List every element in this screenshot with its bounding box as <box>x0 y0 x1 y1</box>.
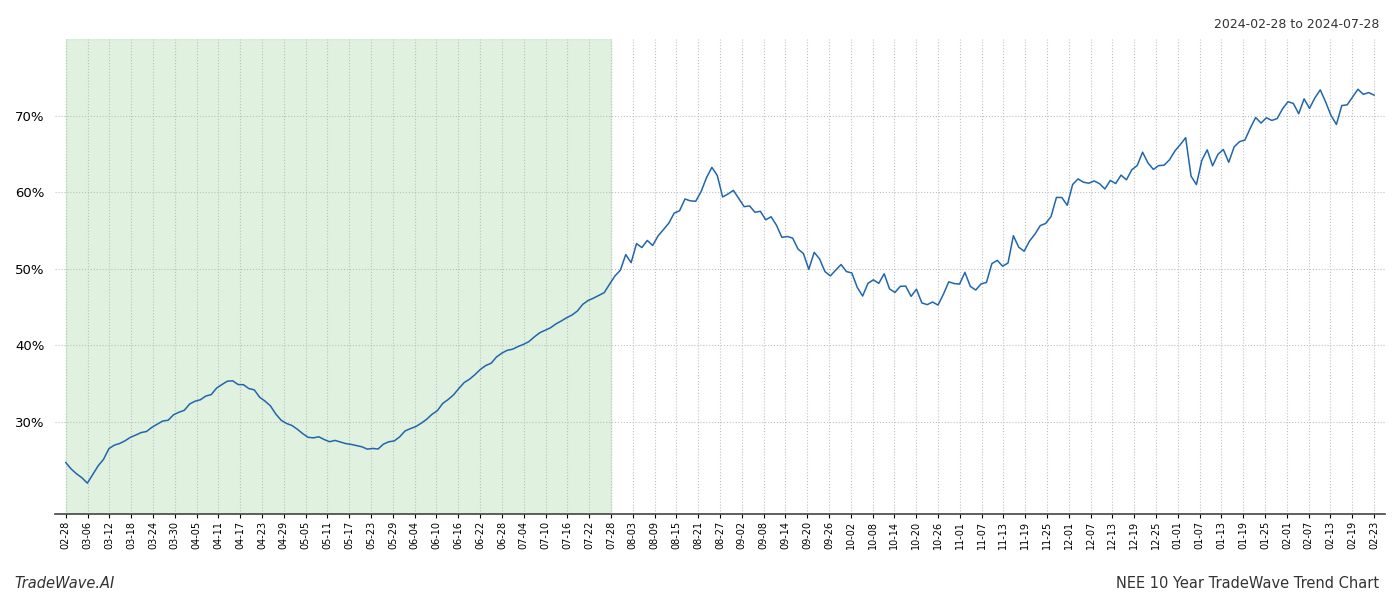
Text: TradeWave.AI: TradeWave.AI <box>14 576 115 591</box>
Bar <box>66 39 610 514</box>
Text: 2024-02-28 to 2024-07-28: 2024-02-28 to 2024-07-28 <box>1214 18 1379 31</box>
Text: NEE 10 Year TradeWave Trend Chart: NEE 10 Year TradeWave Trend Chart <box>1116 576 1379 591</box>
